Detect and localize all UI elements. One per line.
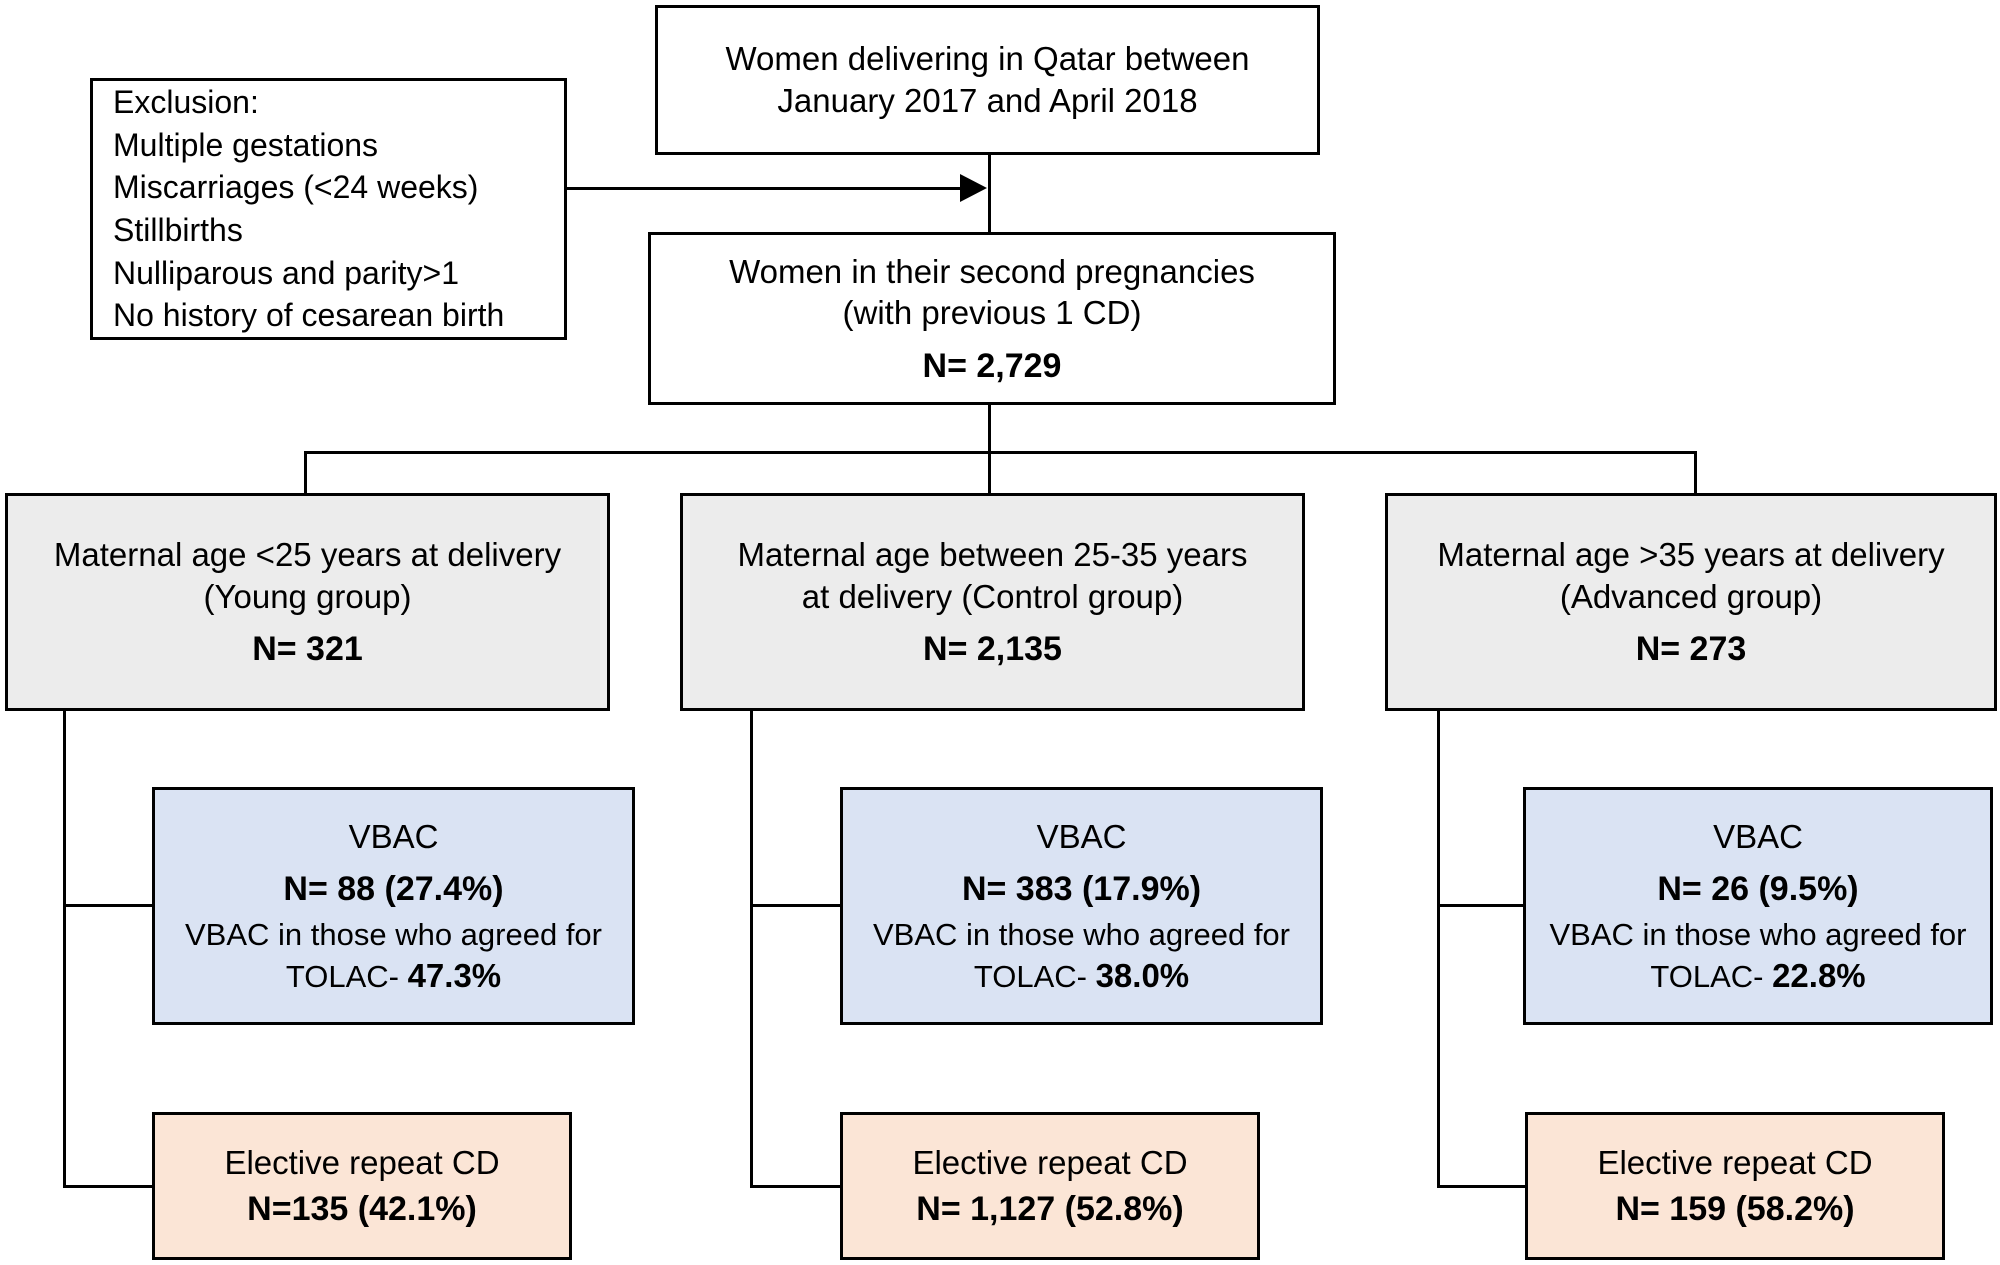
vbac-control-tolac-value: 38.0% xyxy=(1095,956,1190,994)
group-box-young: Maternal age <25 years at delivery (Youn… xyxy=(5,493,610,711)
vbac-young-tolac-line1: VBAC in those who agreed for xyxy=(184,916,603,952)
vbac-advanced-tolac-value: 22.8% xyxy=(1772,956,1866,994)
vbac-box-control: VBAC N= 383 (17.9%) VBAC in those who ag… xyxy=(840,787,1323,1025)
vbac-young-tolac-prefix: TOLAC- xyxy=(285,958,408,994)
exclusion-item: Multiple gestations xyxy=(113,126,379,163)
column-vertical-advanced xyxy=(1437,711,1440,1188)
group-young-title1: Maternal age <25 years at delivery xyxy=(53,536,562,574)
exclusion-arrowhead-icon xyxy=(960,174,987,202)
group-young-n: N= 321 xyxy=(252,630,363,669)
top-box-line2: January 2017 and April 2018 xyxy=(777,82,1198,119)
group-control-n: N= 2,135 xyxy=(923,630,1062,669)
group-advanced-title1: Maternal age >35 years at delivery xyxy=(1437,536,1945,574)
vbac-advanced-title: VBAC xyxy=(1713,817,1803,855)
ercd-advanced-n: N= 159 (58.2%) xyxy=(1615,1190,1855,1229)
ercd-box-advanced: Elective repeat CD N= 159 (58.2%) xyxy=(1525,1112,1945,1260)
exclusion-box: Exclusion: Multiple gestations Miscarria… xyxy=(90,78,567,340)
vbac-advanced-tolac-line1: VBAC in those who agreed for xyxy=(1549,916,1967,952)
ercd-control-title: Elective repeat CD xyxy=(912,1143,1188,1181)
column-vertical-young xyxy=(63,711,66,1188)
cohort-line2: (with previous 1 CD) xyxy=(842,294,1142,332)
vbac-young-n: N= 88 (27.4%) xyxy=(283,870,504,909)
column-vertical-control xyxy=(750,711,753,1188)
group-box-advanced: Maternal age >35 years at delivery (Adva… xyxy=(1385,493,1997,711)
connector-cohort-to-branch xyxy=(988,405,991,453)
group-advanced-title2: (Advanced group) xyxy=(1559,577,1823,615)
exclusion-title: Exclusion: xyxy=(113,84,259,121)
vbac-box-young: VBAC N= 88 (27.4%) VBAC in those who agr… xyxy=(152,787,635,1025)
top-box: Women delivering in Qatar between Januar… xyxy=(655,5,1320,155)
branch-drop-control xyxy=(988,451,991,495)
stub-control-vbac xyxy=(750,904,840,907)
group-control-title2: at delivery (Control group) xyxy=(801,577,1184,615)
stub-young-ercd xyxy=(63,1185,152,1188)
group-control-title1: Maternal age between 25-35 years xyxy=(737,536,1248,574)
cohort-n: N= 2,729 xyxy=(922,346,1062,385)
exclusion-item: Miscarriages (<24 weeks) xyxy=(113,169,479,206)
branch-drop-young xyxy=(304,451,307,495)
stub-young-vbac xyxy=(63,904,152,907)
exclusion-item: Nulliparous and parity>1 xyxy=(113,254,459,291)
branch-drop-advanced xyxy=(1694,451,1697,495)
top-box-line1: Women delivering in Qatar between xyxy=(725,40,1250,78)
cohort-line1: Women in their second pregnancies xyxy=(729,252,1255,290)
exclusion-item: No history of cesarean birth xyxy=(113,297,505,334)
ercd-control-n: N= 1,127 (52.8%) xyxy=(916,1190,1184,1229)
vbac-control-n: N= 383 (17.9%) xyxy=(961,870,1202,909)
ercd-box-control: Elective repeat CD N= 1,127 (52.8%) xyxy=(840,1112,1260,1260)
exclusion-item: Stillbirths xyxy=(113,212,243,248)
vbac-young-tolac-value: 47.3% xyxy=(407,956,502,994)
vbac-advanced-tolac-prefix: TOLAC- xyxy=(1650,958,1773,994)
group-advanced-n: N= 273 xyxy=(1635,630,1747,669)
vbac-control-tolac: VBAC in those who agreed for TOLAC- 38.0… xyxy=(873,916,1290,997)
group-young-title2: (Young group) xyxy=(203,577,412,615)
exclusion-arrow-line xyxy=(567,187,963,190)
ercd-box-young: Elective repeat CD N=135 (42.1%) xyxy=(152,1112,572,1260)
vbac-young-tolac: VBAC in those who agreed for TOLAC- 47.3… xyxy=(185,916,602,997)
group-box-control: Maternal age between 25-35 years at deli… xyxy=(680,493,1305,711)
stub-advanced-ercd xyxy=(1437,1185,1525,1188)
vbac-advanced-tolac: VBAC in those who agreed for TOLAC- 22.8… xyxy=(1549,916,1966,997)
vbac-control-tolac-line1: VBAC in those who agreed for xyxy=(872,916,1291,952)
stub-advanced-vbac xyxy=(1437,904,1525,907)
vbac-young-title: VBAC xyxy=(348,817,439,855)
vbac-advanced-n: N= 26 (9.5%) xyxy=(1657,870,1859,909)
stub-control-ercd xyxy=(750,1185,840,1188)
vbac-box-advanced: VBAC N= 26 (9.5%) VBAC in those who agre… xyxy=(1523,787,1993,1025)
vbac-control-tolac-prefix: TOLAC- xyxy=(973,958,1096,994)
cohort-box: Women in their second pregnancies (with … xyxy=(648,232,1336,405)
branch-horizontal-line xyxy=(304,451,1697,454)
connector-top-to-cohort xyxy=(988,155,991,232)
ercd-young-title: Elective repeat CD xyxy=(224,1143,500,1181)
ercd-young-n: N=135 (42.1%) xyxy=(247,1190,477,1229)
vbac-control-title: VBAC xyxy=(1036,817,1127,855)
ercd-advanced-title: Elective repeat CD xyxy=(1597,1143,1873,1181)
